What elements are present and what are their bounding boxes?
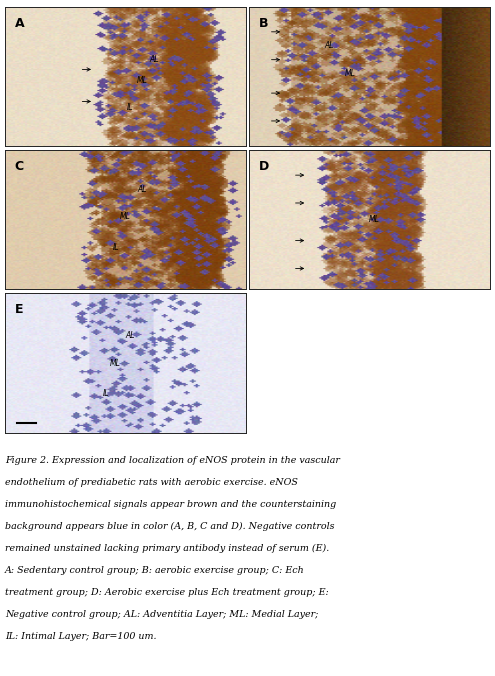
Text: AL: AL: [125, 331, 135, 339]
Text: background appears blue in color (A, B, C and D). Negative controls: background appears blue in color (A, B, …: [5, 522, 335, 531]
Text: immunohistochemical signals appear brown and the counterstaining: immunohistochemical signals appear brown…: [5, 500, 336, 509]
Text: IL: IL: [127, 103, 133, 112]
Text: AL: AL: [149, 55, 159, 64]
Text: IL: IL: [103, 389, 109, 398]
Text: ML: ML: [120, 212, 131, 222]
Text: ML: ML: [110, 358, 121, 368]
Text: AL: AL: [324, 41, 334, 50]
Text: IL: Intimal Layer; Bar=100 um.: IL: Intimal Layer; Bar=100 um.: [5, 632, 156, 641]
Text: C: C: [14, 160, 24, 173]
Text: ML: ML: [369, 215, 380, 224]
Text: D: D: [259, 160, 269, 173]
Text: remained unstained lacking primary antibody instead of serum (E).: remained unstained lacking primary antib…: [5, 544, 329, 553]
Text: AL: AL: [137, 185, 147, 193]
Text: A: Sedentary control group; B: aerobic exercise group; C: Ech: A: Sedentary control group; B: aerobic e…: [5, 566, 305, 575]
Text: ML: ML: [345, 69, 356, 78]
Text: A: A: [14, 16, 24, 30]
Text: Negative control group; AL: Adventitia Layer; ML: Medial Layer;: Negative control group; AL: Adventitia L…: [5, 610, 318, 619]
Text: endothelium of prediabetic rats with aerobic exercise. eNOS: endothelium of prediabetic rats with aer…: [5, 478, 298, 487]
Text: Figure 2. Expression and localization of eNOS protein in the vascular: Figure 2. Expression and localization of…: [5, 456, 340, 465]
Text: treatment group; D: Aerobic exercise plus Ech treatment group; E:: treatment group; D: Aerobic exercise plu…: [5, 588, 329, 597]
Text: IL: IL: [112, 243, 119, 252]
Text: ML: ML: [137, 76, 148, 85]
Text: B: B: [259, 16, 269, 30]
Text: E: E: [14, 303, 23, 316]
